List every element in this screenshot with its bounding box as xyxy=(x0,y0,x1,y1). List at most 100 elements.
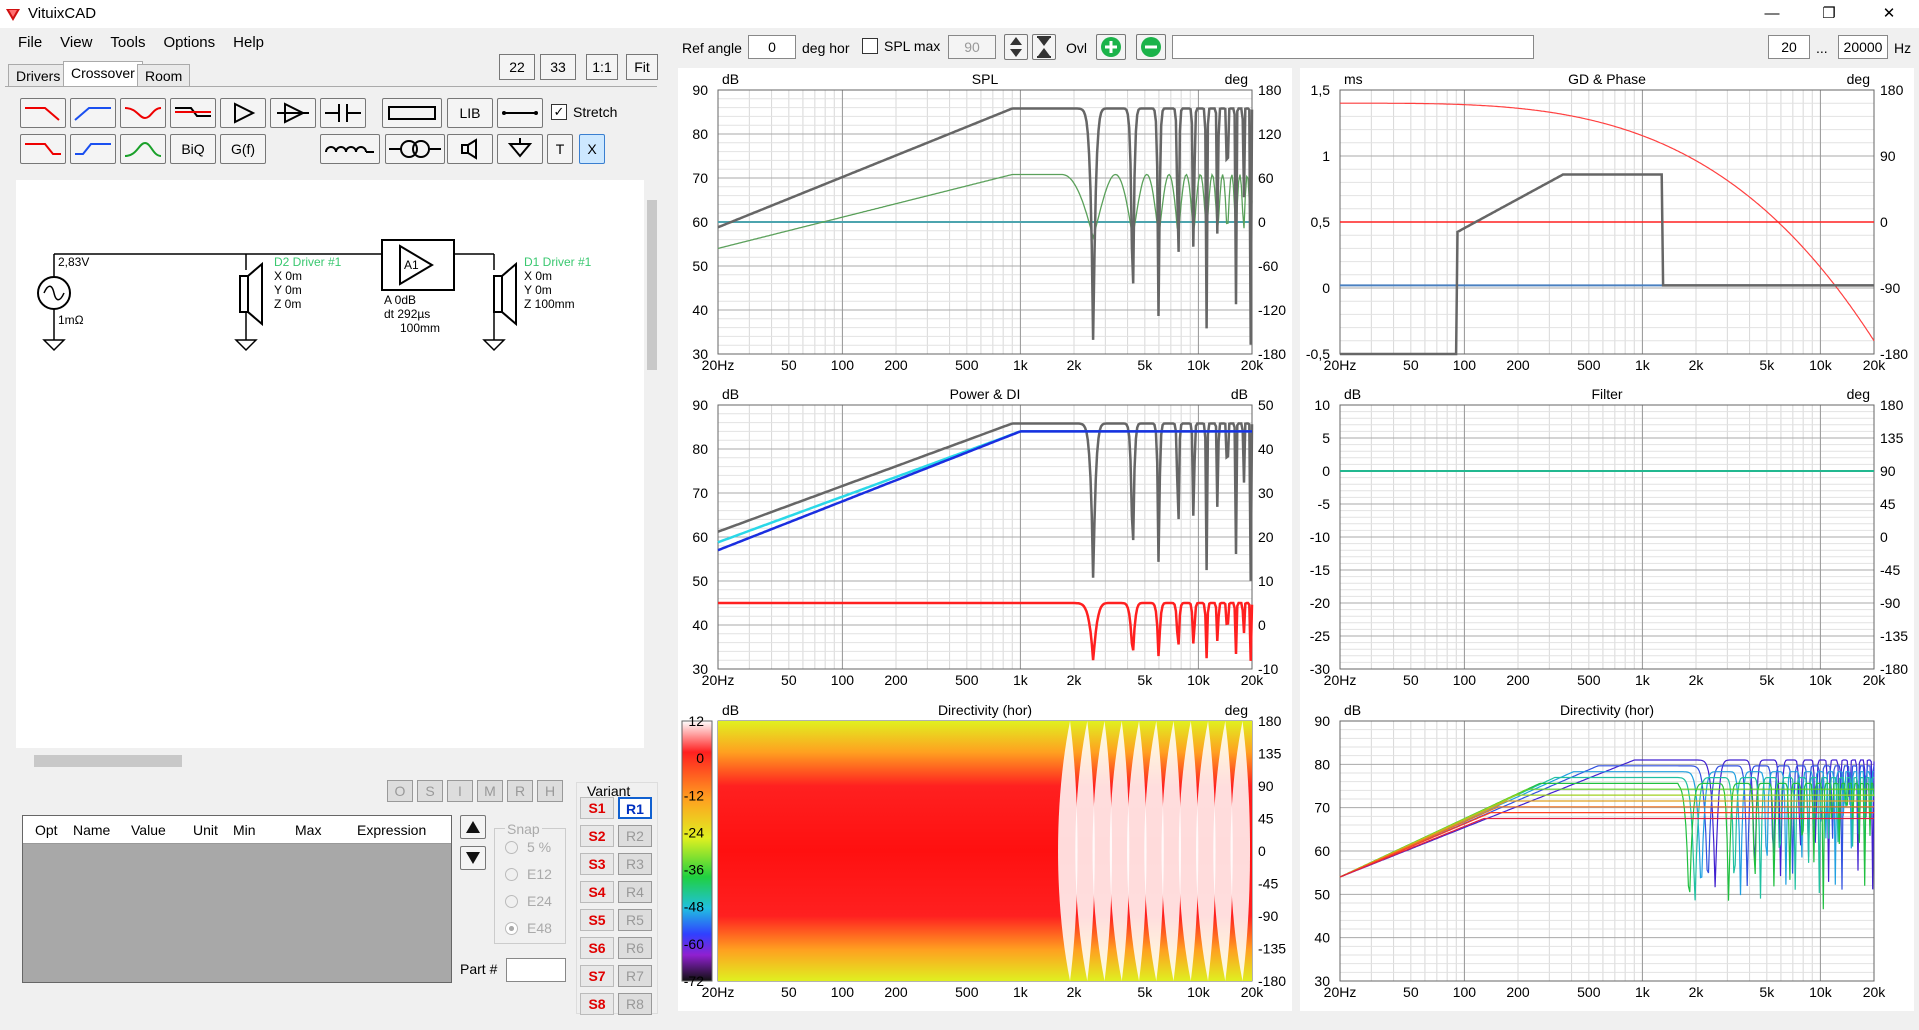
close-button[interactable]: ✕ xyxy=(1882,5,1896,22)
resistor-button[interactable] xyxy=(382,98,442,128)
spl-max-input[interactable]: 90 xyxy=(948,35,996,59)
freq-min-input[interactable]: 20 xyxy=(1768,35,1810,59)
schematic-canvas[interactable]: 2,83V 1mΩ D2 Driver #1 X 0m Y 0m Z 0m A1… xyxy=(16,180,644,748)
vertical-scroll-thumb[interactable] xyxy=(647,200,657,370)
variant-r7-button[interactable]: R7 xyxy=(618,965,652,987)
tab-room[interactable]: Room xyxy=(137,64,191,86)
inductor-button[interactable] xyxy=(320,134,380,164)
stretch-checkbox[interactable]: ✓ xyxy=(551,104,567,120)
col-unit[interactable]: Unit xyxy=(193,822,218,838)
lib-button[interactable]: LIB xyxy=(447,98,493,128)
opt-m-button[interactable]: M xyxy=(477,780,503,802)
variant-r3-button[interactable]: R3 xyxy=(618,853,652,875)
graph-dir1[interactable]: 12 0 -12 -24 -36 -48 -60 -72 180 135 90 45 0 -45 -90 -1… xyxy=(678,699,1292,1011)
transformer-button[interactable] xyxy=(385,134,445,164)
variant-r8-button[interactable]: R8 xyxy=(618,993,652,1015)
vertical-scrollbar[interactable] xyxy=(644,180,660,748)
menu-help[interactable]: Help xyxy=(233,34,265,51)
tab-drivers[interactable]: Drivers xyxy=(8,64,69,86)
col-min[interactable]: Min xyxy=(233,822,256,838)
move-down-button[interactable] xyxy=(460,846,486,870)
capacitor-button[interactable] xyxy=(320,98,366,128)
x-button[interactable]: X xyxy=(579,134,605,164)
zoom-33-button[interactable]: 33 xyxy=(540,54,576,80)
graph-power[interactable]: 90 80 70 60 50 40 30 50 40 30 20 10 0 -10 20Hz 50 100 200… xyxy=(678,383,1292,699)
variant-s6-button[interactable]: S6 xyxy=(580,937,614,959)
menu-options[interactable]: Options xyxy=(163,34,216,51)
menu-tools[interactable]: Tools xyxy=(110,34,146,51)
variant-s7-button[interactable]: S7 xyxy=(580,965,614,987)
col-name[interactable]: Name xyxy=(73,822,111,838)
zoom-22-button[interactable]: 22 xyxy=(499,54,535,80)
driver-d1-icon[interactable] xyxy=(493,275,503,313)
amplifier-a1-icon[interactable] xyxy=(381,239,455,291)
graph-gd[interactable]: 1,5 1 0,5 0 -0,5 180 90 0 -90 -180 20Hz 50 100 200 500… xyxy=(1300,68,1914,384)
horizontal-scrollbar[interactable] xyxy=(16,752,644,768)
overlay-input[interactable] xyxy=(1172,35,1534,59)
snap-e24-radio[interactable] xyxy=(505,895,518,908)
driver-d2-icon[interactable] xyxy=(239,275,249,313)
variant-r6-button[interactable]: R6 xyxy=(618,937,652,959)
opt-i-button[interactable]: I xyxy=(447,780,473,802)
highpass-blue-button[interactable] xyxy=(70,98,116,128)
variant-s8-button[interactable]: S8 xyxy=(580,993,614,1015)
col-max[interactable]: Max xyxy=(295,822,322,838)
opt-s-button[interactable]: S xyxy=(417,780,443,802)
variant-r2-button[interactable]: R2 xyxy=(618,825,652,847)
ref-angle-input[interactable]: 0 xyxy=(748,35,796,59)
minimize-button[interactable]: — xyxy=(1764,5,1780,22)
part-number-input[interactable] xyxy=(506,958,566,982)
snap-e12-radio[interactable] xyxy=(505,868,518,881)
graph-spl[interactable]: 90 80 70 60 50 40 30 180 120 60 0 -60 -120 -180 20Hz 50… xyxy=(678,68,1292,384)
add-overlay-button[interactable] xyxy=(1096,34,1126,60)
menu-file[interactable]: File xyxy=(18,34,43,51)
highpass-blue-2-button[interactable] xyxy=(70,134,116,164)
variant-r4-button[interactable]: R4 xyxy=(618,881,652,903)
zoom-1to1-button[interactable]: 1:1 xyxy=(586,54,618,80)
restore-button[interactable]: ❐ xyxy=(1822,5,1836,22)
spl-updown-button[interactable] xyxy=(1004,34,1028,60)
amplifier-button[interactable] xyxy=(220,98,266,128)
tab-crossover[interactable]: Crossover xyxy=(63,61,143,87)
variant-r1-button[interactable]: R1 xyxy=(618,797,652,819)
gf-button[interactable]: G(f) xyxy=(220,134,266,164)
t-button[interactable]: T xyxy=(547,134,573,164)
driver-button[interactable] xyxy=(447,134,493,164)
variant-s1-button[interactable]: S1 xyxy=(580,797,614,819)
variant-s4-button[interactable]: S4 xyxy=(580,881,614,903)
graph-filter[interactable]: 10 5 0 -5 -10 -15 -20 -25 -30 180 135 90 45 0 -45 -90 -1… xyxy=(1300,383,1914,699)
optimizer-table[interactable]: Opt Name Value Unit Min Max Expression xyxy=(22,815,452,983)
shelf-button[interactable] xyxy=(170,98,216,128)
opt-r-button[interactable]: R xyxy=(507,780,533,802)
lowpass-red-button[interactable] xyxy=(20,98,66,128)
opt-o-button[interactable]: O xyxy=(387,780,413,802)
col-expression[interactable]: Expression xyxy=(357,822,427,838)
col-value[interactable]: Value xyxy=(131,822,166,838)
snap-5pct-radio[interactable] xyxy=(505,841,518,854)
lowpass-red-2-button[interactable] xyxy=(20,134,66,164)
ground-icon xyxy=(507,138,533,158)
variant-s2-button[interactable]: S2 xyxy=(580,825,614,847)
remove-overlay-button[interactable] xyxy=(1136,34,1166,60)
zoom-fit-button[interactable]: Fit xyxy=(626,54,658,80)
move-up-button[interactable] xyxy=(460,815,486,839)
snap-e48-radio[interactable] xyxy=(505,922,518,935)
peak-green-button[interactable] xyxy=(120,134,166,164)
spl-minmax-button[interactable] xyxy=(1032,34,1056,60)
graph-dir2[interactable]: 90 80 70 60 50 40 30 20Hz 50 100 200 500 1k 2k 5k 10k 20… xyxy=(1300,699,1914,1011)
ground-button[interactable] xyxy=(497,134,543,164)
opt-h-button[interactable]: H xyxy=(537,780,563,802)
buffer-button[interactable] xyxy=(270,98,316,128)
y-tick-left: 5 xyxy=(1322,430,1330,446)
wire-button[interactable] xyxy=(497,98,543,128)
menu-view[interactable]: View xyxy=(60,34,93,51)
freq-max-input[interactable]: 20000 xyxy=(1838,35,1888,59)
variant-s5-button[interactable]: S5 xyxy=(580,909,614,931)
horizontal-scroll-thumb[interactable] xyxy=(34,755,182,767)
biq-button[interactable]: BiQ xyxy=(170,134,216,164)
variant-r5-button[interactable]: R5 xyxy=(618,909,652,931)
variant-s3-button[interactable]: S3 xyxy=(580,853,614,875)
notch-red-button[interactable] xyxy=(120,98,166,128)
spl-max-checkbox[interactable] xyxy=(862,38,878,54)
col-opt[interactable]: Opt xyxy=(35,822,58,838)
